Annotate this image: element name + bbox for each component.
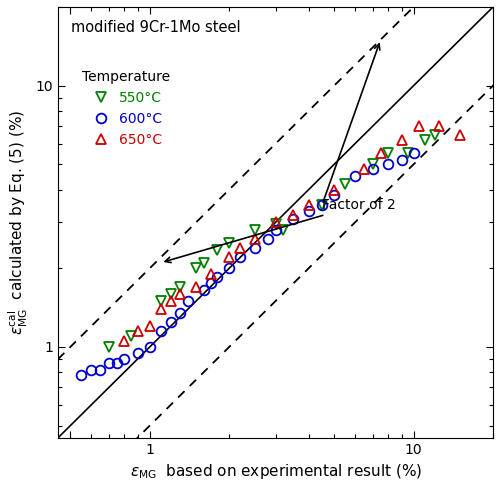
Y-axis label: $\varepsilon_\mathrm{MG}^\mathrm{cal}$  calculated by Eq. (5) (%): $\varepsilon_\mathrm{MG}^\mathrm{cal}$ c…: [7, 110, 30, 335]
600°C: [264, 236, 270, 242]
550°C: [319, 202, 325, 208]
550°C: [252, 227, 258, 233]
600°C: [370, 166, 376, 172]
600°C: [226, 265, 232, 271]
Legend: 550°C, 600°C, 650°C: 550°C, 600°C, 650°C: [78, 65, 174, 151]
600°C: [385, 162, 391, 167]
600°C: [252, 244, 258, 250]
600°C: [410, 151, 416, 157]
550°C: [370, 162, 376, 167]
550°C: [432, 132, 438, 138]
600°C: [186, 298, 192, 304]
600°C: [98, 366, 103, 372]
550°C: [280, 227, 286, 233]
600°C: [398, 157, 404, 163]
600°C: [306, 208, 312, 214]
Line: 550°C: 550°C: [104, 130, 440, 352]
600°C: [78, 372, 84, 378]
650°C: [436, 123, 442, 129]
600°C: [134, 350, 140, 356]
600°C: [352, 173, 358, 179]
650°C: [272, 220, 278, 225]
650°C: [146, 324, 152, 329]
Line: 600°C: 600°C: [76, 149, 418, 380]
550°C: [177, 284, 183, 290]
550°C: [214, 247, 220, 253]
550°C: [272, 221, 278, 227]
550°C: [200, 260, 206, 265]
Text: modified 9Cr-1Mo steel: modified 9Cr-1Mo steel: [71, 20, 241, 35]
650°C: [290, 212, 296, 218]
650°C: [193, 284, 199, 290]
600°C: [237, 255, 243, 261]
650°C: [457, 132, 463, 138]
550°C: [128, 333, 134, 339]
600°C: [114, 360, 119, 366]
650°C: [252, 236, 258, 242]
650°C: [398, 137, 404, 143]
600°C: [200, 287, 206, 293]
650°C: [121, 339, 127, 345]
600°C: [168, 319, 173, 325]
600°C: [121, 356, 127, 362]
650°C: [331, 187, 337, 193]
550°C: [422, 137, 428, 143]
550°C: [193, 265, 199, 271]
650°C: [361, 166, 367, 172]
600°C: [146, 344, 152, 350]
600°C: [331, 193, 337, 199]
650°C: [208, 271, 214, 277]
550°C: [342, 181, 348, 187]
Text: Factor of 2: Factor of 2: [165, 198, 396, 263]
650°C: [237, 244, 243, 250]
650°C: [226, 255, 232, 261]
650°C: [416, 123, 422, 129]
550°C: [226, 240, 232, 246]
600°C: [214, 274, 220, 280]
600°C: [88, 366, 94, 372]
600°C: [290, 216, 296, 222]
650°C: [378, 151, 384, 157]
600°C: [158, 328, 164, 334]
550°C: [168, 291, 173, 297]
Line: 650°C: 650°C: [120, 121, 465, 346]
X-axis label: $\varepsilon_\mathrm{MG}$  based on experimental result (%): $\varepsilon_\mathrm{MG}$ based on exper…: [130, 462, 422, 481]
650°C: [168, 298, 173, 304]
650°C: [158, 306, 164, 312]
650°C: [177, 291, 183, 297]
550°C: [106, 344, 112, 350]
650°C: [306, 202, 312, 208]
600°C: [208, 281, 214, 286]
600°C: [319, 202, 325, 208]
600°C: [272, 227, 278, 233]
550°C: [404, 151, 410, 157]
600°C: [106, 360, 112, 366]
550°C: [158, 298, 164, 304]
550°C: [385, 151, 391, 157]
650°C: [134, 328, 140, 334]
600°C: [177, 310, 183, 316]
